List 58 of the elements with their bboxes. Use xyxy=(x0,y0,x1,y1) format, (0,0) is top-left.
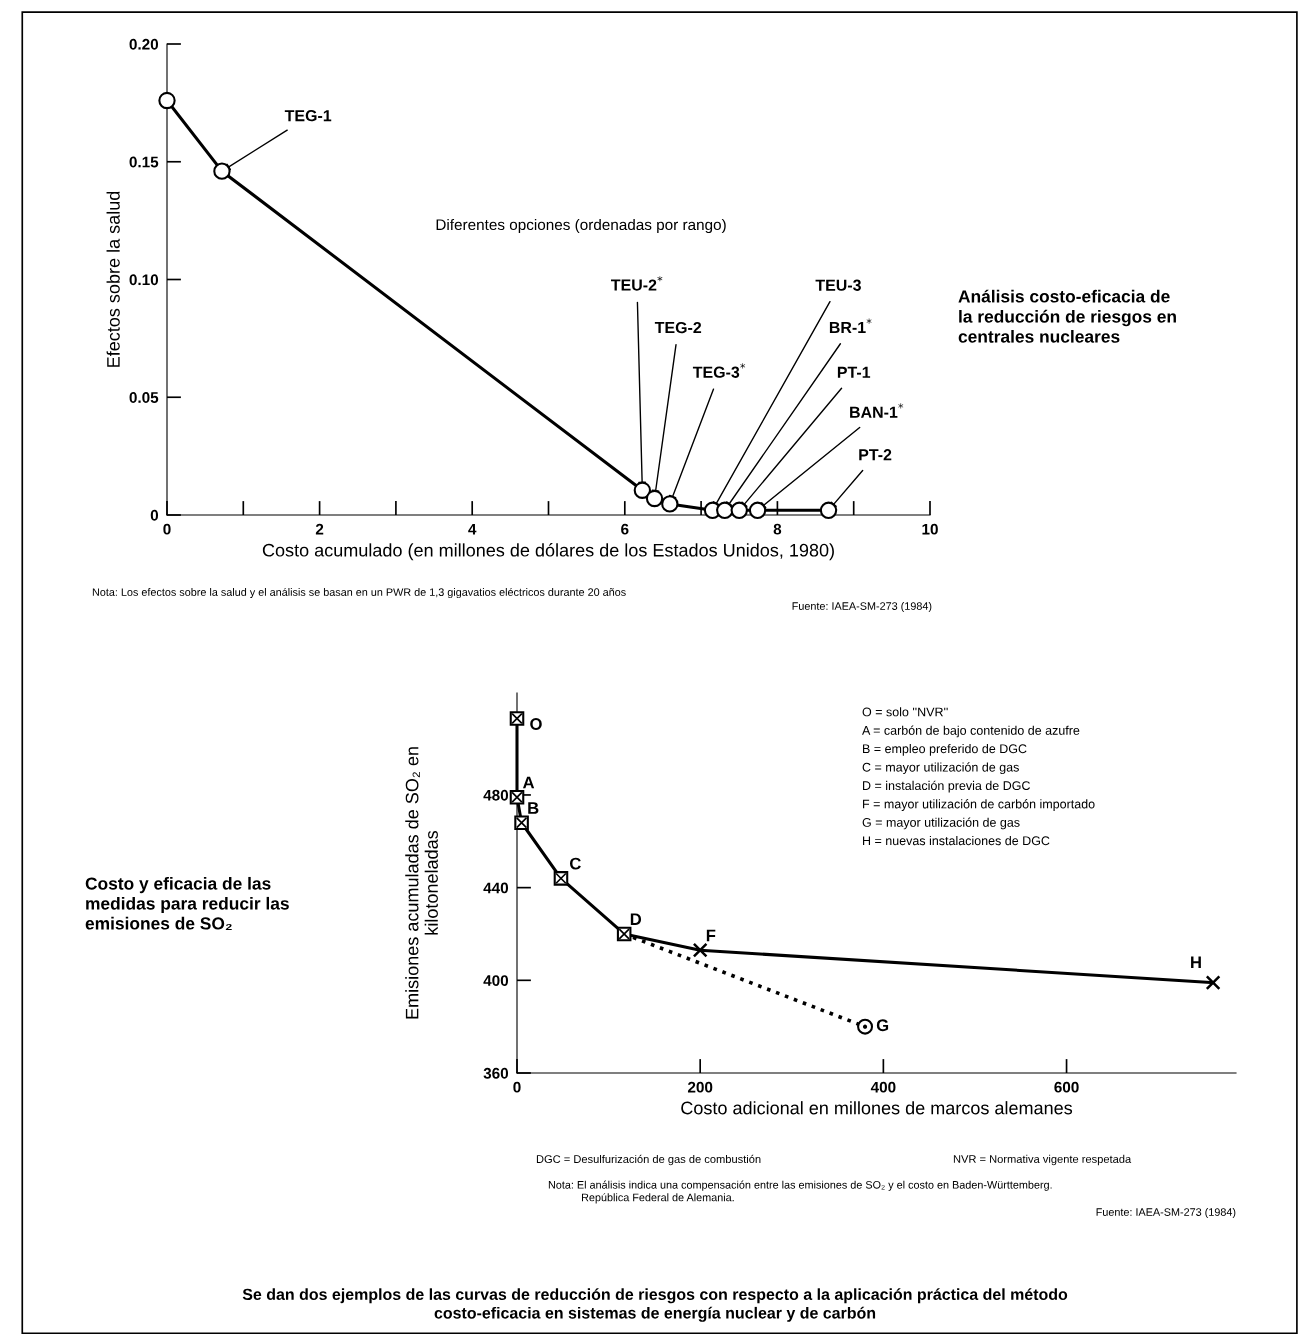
x-axis-title: Costo adicional en millones de marcos alemanes xyxy=(681,1101,1073,1115)
x-tick-label: 600 xyxy=(1054,1081,1079,1093)
source-note: Fuente: IAEA-SM-273 (1984) xyxy=(792,601,932,613)
annotation: TEU-2$^{*}$ xyxy=(610,276,663,291)
y-tick-label: 360 xyxy=(483,1067,509,1079)
annotation: TEG-2 xyxy=(654,321,702,334)
text: Costo y eficacia de las medidas para reducir las emisiones de SO₂ xyxy=(85,876,289,930)
text: Se dan dos ejemplos de las curvas de reducción de riesgos con respecto a la aplicación práctica del método costo-eficacia en sistemas de energía nuclear y de carbón xyxy=(242,1288,1068,1322)
annotation: BAN-1$^{*}$ xyxy=(850,403,904,418)
annotation: PT-2 xyxy=(859,449,892,461)
x-axis-title: Costo acumulado (en millones de dólares de los Estados Unidos, 1980) xyxy=(262,543,834,561)
x-tick-label: 200 xyxy=(687,1081,713,1093)
annotation: O xyxy=(530,718,542,730)
x-tick-label: 0 xyxy=(163,523,171,535)
y-tick-label: 0.20 xyxy=(129,38,159,50)
y-axis-title: Emisiones acumuladas de SO₂ en kilotoneladas xyxy=(405,747,438,1019)
annotation: TEG-3$^{*}$ xyxy=(692,363,746,378)
annotation: A xyxy=(522,776,535,789)
annotation: O = solo ''NVR'' xyxy=(862,707,948,717)
annotation: Diferentes opciones (ordenadas por rango) xyxy=(436,218,726,234)
annotation: PT-1 xyxy=(837,366,871,378)
annotation: H = nuevas instalaciones de DGC xyxy=(863,835,1050,846)
annotation: B xyxy=(528,802,539,814)
annotation: A = carbón de bajo contenido de azufre xyxy=(862,725,1080,738)
x-tick-label: 400 xyxy=(870,1081,896,1093)
source-note: Fuente: IAEA-SM-273 (1984) xyxy=(1096,1207,1236,1219)
x-tick-label: 4 xyxy=(468,523,477,535)
annotation: F = mayor utilización de carbón importado xyxy=(863,799,1095,811)
annotation: G = mayor utilización de gas xyxy=(862,817,1020,830)
annotation: F xyxy=(706,929,716,942)
x-tick-label: 6 xyxy=(621,523,629,535)
y-tick-label: 400 xyxy=(483,975,509,986)
annotation: C xyxy=(569,857,581,870)
annotation: BR-1$^{*}$ xyxy=(829,318,872,333)
text: Análisis costo-eficacia de la reducción de riesgos en centrales nucleares xyxy=(958,289,1176,343)
y-tick-label: 0.10 xyxy=(129,274,159,286)
y-tick-label: 0.05 xyxy=(129,392,159,403)
y-tick-label: 0.15 xyxy=(129,156,159,168)
y-tick-label: 480 xyxy=(483,789,509,801)
text: NVR = Normativa vigente respetada xyxy=(953,1154,1132,1166)
annotation: D = instalación previa de DGC xyxy=(863,780,1031,793)
x-tick-label: 8 xyxy=(773,523,782,535)
y-axis-title: Efectos sobre la salud xyxy=(106,191,120,367)
text: Nota: El análisis indica una compensación entre las emisiones de SO₂ y el costo en Baden-Württemberg. República Federal de Alemania. xyxy=(548,1180,1052,1204)
annotation: B = empleo preferido de DGC xyxy=(863,743,1027,756)
annotation: G xyxy=(876,1019,889,1032)
annotation: D xyxy=(630,913,642,925)
annotation: C = mayor utilización de gas xyxy=(862,762,1019,775)
text: DGC = Desulfurización de gas de combustión xyxy=(536,1154,761,1166)
annotation: TEU-3 xyxy=(815,279,861,291)
x-tick-label: 10 xyxy=(922,523,938,535)
text: Nota: Los efectos sobre la salud y el análisis se basan en un PWR de 1,3 gigavatios eléctricos durante 20 años xyxy=(92,587,626,599)
y-tick-label: 0 xyxy=(150,509,159,521)
annotation: TEG-1 xyxy=(284,109,332,122)
y-tick-label: 440 xyxy=(483,882,509,894)
x-tick-label: 0 xyxy=(513,1081,521,1093)
x-tick-label: 2 xyxy=(315,523,324,535)
annotation: H xyxy=(1191,956,1201,969)
